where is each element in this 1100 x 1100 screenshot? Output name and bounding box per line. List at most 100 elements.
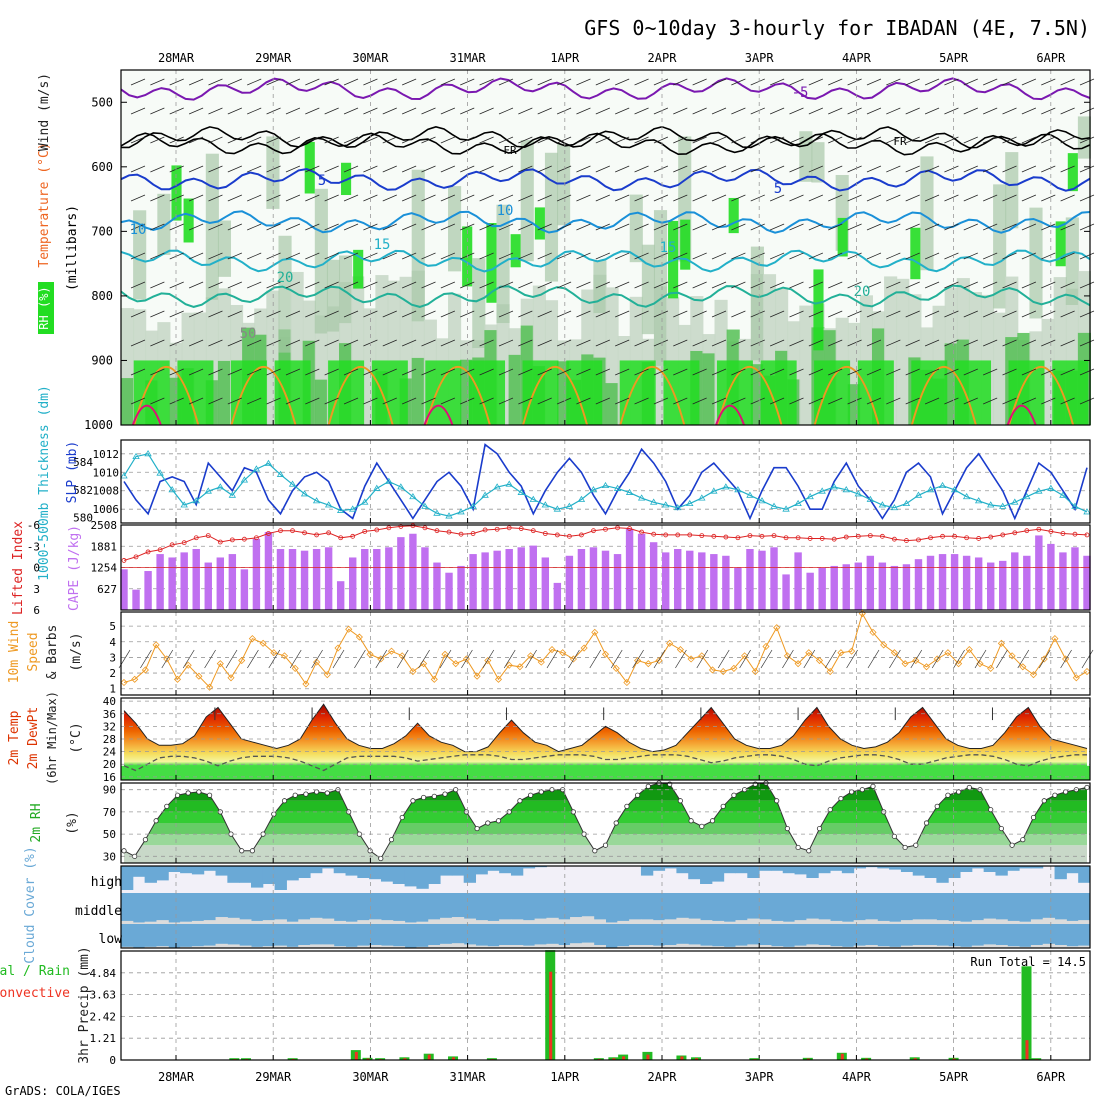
wind-barb (556, 397, 572, 405)
wind-barb (1079, 339, 1095, 347)
cape-bar (216, 557, 225, 610)
wind-barb (828, 252, 843, 260)
cloud-middle-bar (877, 920, 890, 924)
rh-point (378, 855, 384, 862)
wind-barb (615, 339, 630, 347)
wind-barb (924, 78, 940, 86)
surface-wind-barb (1060, 649, 1072, 669)
cape-bar (589, 547, 598, 610)
wind-barb (188, 78, 204, 86)
wind-barb (518, 78, 533, 86)
wind-barb (731, 339, 746, 347)
wind-barb (866, 339, 882, 347)
wind-barb (537, 310, 552, 318)
wind-speed-point (259, 639, 267, 647)
wind-barb (518, 368, 533, 376)
rh-shade-mid (1005, 152, 1019, 229)
cape-bar (962, 555, 971, 610)
isotherm-label: 5 (774, 181, 782, 197)
surface-wind-barb (739, 649, 751, 669)
wind-barb (615, 397, 630, 405)
wind-barb (498, 252, 514, 260)
wind-barb (769, 107, 785, 115)
surface-wind-barb (225, 649, 238, 669)
lifted-index-point (530, 528, 536, 534)
cloud-high-bar (392, 866, 406, 884)
date-label-bottom: 4APR (842, 1070, 872, 1084)
rh-point (1020, 837, 1026, 843)
cape-bar (156, 554, 164, 610)
rh-point (1030, 814, 1037, 821)
wind-speed-point (890, 649, 898, 657)
lifted-index-point (518, 526, 524, 531)
isotherm-arch (424, 365, 491, 426)
wind-barb (595, 339, 610, 347)
cloud-middle-bar (948, 920, 961, 924)
ylabel-slp: SLP (mb) (65, 441, 80, 504)
wind-speed-point (430, 675, 438, 683)
wind-speed-point (655, 656, 663, 665)
rh-frame (120, 782, 1091, 864)
wind-barb (402, 136, 417, 144)
wind-barb (227, 281, 242, 289)
thickness-point (746, 491, 754, 498)
cape-bar (288, 548, 297, 610)
cloud-middle-bar (546, 917, 559, 924)
rh-point (934, 803, 940, 809)
cloud-low-bar (227, 944, 240, 948)
wind-barb (518, 194, 533, 202)
cloud-middle-bar (629, 919, 642, 924)
wind-barb (208, 223, 223, 231)
wind-barb (227, 107, 242, 115)
wind-barb (905, 165, 920, 173)
cloud-middle-bar (144, 921, 157, 924)
wind-barb (886, 194, 901, 202)
wind-barb (247, 281, 262, 289)
wind-barb (634, 136, 649, 144)
wind-barb (169, 136, 184, 144)
wind-barb (247, 339, 262, 347)
wind-barb (769, 252, 785, 260)
cloud-high-bar (475, 866, 488, 875)
lifted-index-point (627, 526, 632, 531)
wind-barb (1079, 165, 1095, 173)
cloud-middle-bar (664, 919, 677, 924)
cloud-low-bar (1030, 945, 1044, 948)
rh-tick: 70 (103, 806, 116, 819)
wind-barb (711, 339, 727, 347)
wind-barb (537, 252, 552, 260)
cape-bar (722, 555, 730, 610)
wind-barb (808, 223, 823, 231)
dewpoint-line (123, 754, 1087, 772)
thickness-point (974, 497, 983, 504)
rh-point (677, 798, 684, 804)
date-label-top: 30MAR (352, 51, 389, 65)
cape-bar (854, 562, 862, 610)
cape-bar (974, 557, 983, 610)
wind-barb (789, 194, 804, 202)
cape-bar (312, 548, 321, 610)
wind-barb (537, 107, 552, 115)
thickness-point (962, 492, 971, 500)
wind-barb (576, 78, 591, 86)
surface-wind-barb (931, 649, 944, 669)
wind-barb (789, 78, 804, 86)
rh-point (720, 803, 726, 809)
wind-barb (537, 78, 552, 86)
wind-barb (673, 252, 688, 260)
cloud-high-bar (782, 866, 796, 874)
cape-bar (1071, 547, 1079, 610)
cape-bar (445, 572, 453, 610)
lifted-index-point (254, 535, 259, 541)
wind-barb (479, 281, 494, 289)
wind-barb (1060, 78, 1075, 86)
top-date-axis: 28MAR 29MAR 30MAR 31MAR 1APR 2APR 3APR 4APR 5APR… (158, 51, 1066, 65)
cape-bar (890, 565, 899, 610)
cloud-low-bar (865, 945, 878, 948)
cloud-high-bar (321, 866, 335, 869)
wind-speed-point (666, 639, 674, 647)
wind-barb (343, 223, 359, 231)
thickness-point (565, 502, 574, 509)
isotherm-label: 10 (130, 222, 147, 238)
slp-tick: 1012 (93, 448, 120, 461)
